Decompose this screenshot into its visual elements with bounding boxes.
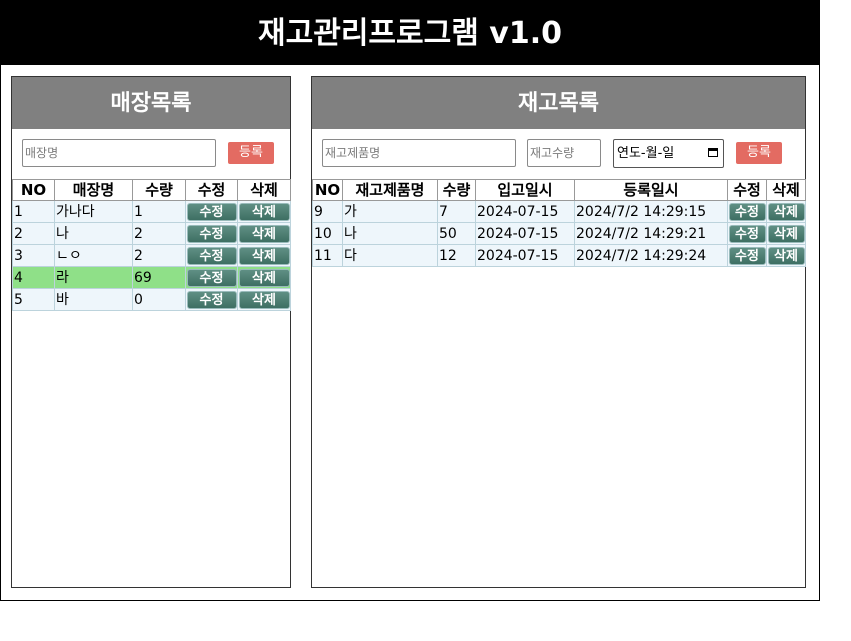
cell-store-name: 나 [54, 222, 133, 245]
store-panel: 매장목록 등록 NO 매장명 수량 수정 삭제 1 가나다 1 수정 삭제 2 [11, 76, 291, 588]
edit-button[interactable]: 수정 [728, 202, 766, 221]
stock-form: 연도-월-일 등록 [312, 129, 805, 179]
table-row: 1 가나다 1 수정 삭제 [12, 200, 291, 223]
table-row: 2 나 2 수정 삭제 [12, 222, 291, 245]
stock-qty-input[interactable] [527, 139, 601, 167]
cell-reg-date: 2024/7/2 14:29:21 [574, 222, 728, 245]
table-row: 3 ㄴㅇ 2 수정 삭제 [12, 244, 291, 267]
cell-qty: 1 [132, 200, 186, 223]
edit-button[interactable]: 수정 [728, 224, 766, 243]
cell-qty: 2 [132, 222, 186, 245]
stock-panel: 재고목록 연도-월-일 등록 NO 재고제품명 수량 입고일시 등록일시 수정 … [311, 76, 806, 588]
stock-panel-title: 재고목록 [312, 77, 805, 129]
col-delete: 삭제 [766, 179, 806, 201]
cell-no: 1 [12, 200, 55, 223]
cell-product: 나 [342, 222, 438, 245]
stock-register-button[interactable]: 등록 [736, 142, 782, 164]
cell-reg-date: 2024/7/2 14:29:15 [574, 200, 728, 223]
col-edit: 수정 [185, 179, 238, 201]
cell-product: 다 [342, 244, 438, 267]
date-placeholder: 연도-월-일 [617, 146, 675, 161]
cell-store-name: 바 [54, 288, 133, 311]
cell-qty: 50 [437, 222, 476, 245]
calendar-icon[interactable] [708, 148, 718, 157]
store-form: 등록 [12, 129, 290, 179]
edit-button[interactable]: 수정 [186, 202, 237, 221]
col-reg-date: 등록일시 [574, 179, 728, 201]
col-store-name: 매장명 [54, 179, 133, 201]
col-product-name: 재고제품명 [342, 179, 438, 201]
cell-no: 5 [12, 288, 55, 311]
edit-button[interactable]: 수정 [186, 268, 237, 287]
cell-qty: 12 [437, 244, 476, 267]
col-edit: 수정 [727, 179, 767, 201]
stock-table: NO 재고제품명 수량 입고일시 등록일시 수정 삭제 9 가 7 2024-0… [312, 179, 806, 267]
store-table-header: NO 매장명 수량 수정 삭제 [12, 179, 291, 201]
edit-button[interactable]: 수정 [186, 246, 237, 265]
delete-button[interactable]: 삭제 [238, 268, 290, 287]
cell-product: 가 [342, 200, 438, 223]
cell-no: 4 [12, 266, 55, 289]
cell-no: 3 [12, 244, 55, 267]
cell-no: 2 [12, 222, 55, 245]
cell-qty: 2 [132, 244, 186, 267]
cell-in-date: 2024-07-15 [475, 222, 575, 245]
delete-button[interactable]: 삭제 [238, 246, 290, 265]
cell-no: 9 [312, 200, 343, 223]
cell-qty: 7 [437, 200, 476, 223]
col-no: NO [12, 179, 55, 201]
cell-store-name: 라 [54, 266, 133, 289]
col-no: NO [312, 179, 343, 201]
delete-button[interactable]: 삭제 [767, 202, 805, 221]
edit-button[interactable]: 수정 [186, 224, 237, 243]
delete-button[interactable]: 삭제 [238, 202, 290, 221]
app-frame [0, 0, 820, 601]
cell-qty: 0 [132, 288, 186, 311]
cell-in-date: 2024-07-15 [475, 200, 575, 223]
delete-button[interactable]: 삭제 [767, 246, 805, 265]
col-delete: 삭제 [237, 179, 291, 201]
cell-no: 10 [312, 222, 343, 245]
table-row: 5 바 0 수정 삭제 [12, 288, 291, 311]
stock-date-input[interactable]: 연도-월-일 [613, 139, 724, 168]
table-row: 9 가 7 2024-07-15 2024/7/2 14:29:15 수정 삭제 [312, 200, 806, 223]
store-panel-title: 매장목록 [12, 77, 290, 129]
col-qty: 수량 [132, 179, 186, 201]
product-name-input[interactable] [322, 139, 516, 167]
cell-in-date: 2024-07-15 [475, 244, 575, 267]
stock-table-header: NO 재고제품명 수량 입고일시 등록일시 수정 삭제 [312, 179, 806, 201]
delete-button[interactable]: 삭제 [238, 224, 290, 243]
cell-qty: 69 [132, 266, 186, 289]
edit-button[interactable]: 수정 [728, 246, 766, 265]
edit-button[interactable]: 수정 [186, 290, 237, 309]
cell-store-name: ㄴㅇ [54, 244, 133, 267]
table-row: 11 다 12 2024-07-15 2024/7/2 14:29:24 수정 … [312, 244, 806, 267]
table-row-selected[interactable]: 4 라 69 수정 삭제 [12, 266, 291, 289]
cell-store-name: 가나다 [54, 200, 133, 223]
table-row: 10 나 50 2024-07-15 2024/7/2 14:29:21 수정 … [312, 222, 806, 245]
delete-button[interactable]: 삭제 [767, 224, 805, 243]
app-title: 재고관리프로그램 v1.0 [1, 1, 819, 65]
delete-button[interactable]: 삭제 [238, 290, 290, 309]
cell-reg-date: 2024/7/2 14:29:24 [574, 244, 728, 267]
col-in-date: 입고일시 [475, 179, 575, 201]
store-table: NO 매장명 수량 수정 삭제 1 가나다 1 수정 삭제 2 나 2 수정 삭… [12, 179, 291, 311]
col-qty: 수량 [437, 179, 476, 201]
cell-no: 11 [312, 244, 343, 267]
store-register-button[interactable]: 등록 [228, 142, 274, 164]
store-name-input[interactable] [22, 139, 216, 167]
